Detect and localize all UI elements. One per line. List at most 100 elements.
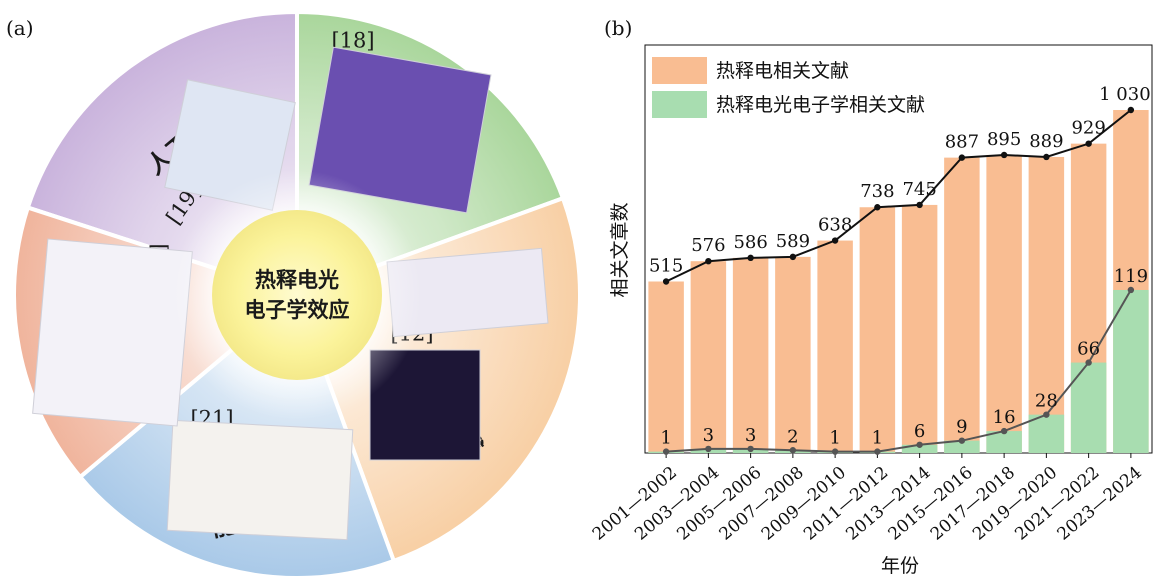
bar-pyro-optoelectronic (986, 431, 1022, 453)
bar-pyro-optoelectronic (775, 450, 811, 453)
value-label-pyro-optoelectronic: 9 (956, 417, 967, 438)
figure-photocatalysis (32, 238, 193, 427)
value-label-pyroelectric: 738 (860, 181, 894, 202)
point-pyroelectric (874, 204, 881, 211)
point-pyroelectric (831, 237, 839, 244)
point-pyro-optoelectronic (831, 448, 839, 455)
value-label-pyroelectric: 887 (945, 132, 979, 153)
x-tick-label: 2007—2008 (716, 463, 808, 545)
x-tick-label: 2021—2022 (1011, 463, 1103, 545)
bar-pyro-optoelectronic (901, 444, 938, 453)
value-label-pyro-optoelectronic: 1 (872, 428, 883, 449)
bar-pyro-optoelectronic (1028, 414, 1065, 453)
point-pyro-optoelectronic (662, 448, 670, 455)
value-label-pyro-optoelectronic: 2 (787, 426, 798, 447)
point-pyro-optoelectronic (1085, 359, 1092, 366)
bar-pyroelectric (732, 257, 769, 453)
center-circle (212, 210, 382, 380)
bar-pyroelectric (1028, 156, 1065, 453)
bar-pyro-optoelectronic (690, 448, 727, 453)
point-pyro-optoelectronic (1043, 411, 1050, 418)
y-axis-title: 相关文章数 (609, 202, 631, 297)
x-tick-label: 2003—2004 (631, 463, 723, 545)
legend-swatch (652, 57, 707, 84)
point-pyroelectric (1000, 151, 1008, 159)
value-label-pyroelectric: 638 (818, 215, 852, 236)
plot-frame (644, 44, 1153, 454)
value-label-pyro-optoelectronic: 66 (1077, 339, 1100, 360)
value-label-pyroelectric: 576 (691, 235, 725, 256)
bar-pyroelectric (1113, 110, 1149, 453)
x-tick-label: 2005—2006 (673, 463, 765, 545)
point-pyro-optoelectronic (747, 445, 754, 453)
point-pyro-optoelectronic (958, 437, 966, 444)
value-label-pyro-optoelectronic: 3 (703, 425, 714, 446)
bar-pyro-optoelectronic (732, 448, 769, 453)
value-label-pyro-optoelectronic: 1 (660, 428, 671, 449)
legend-label: 热释电光电子学相关文献 (716, 94, 925, 116)
bar-pyroelectric (859, 207, 896, 453)
point-pyroelectric (705, 257, 712, 265)
value-label-pyroelectric: 586 (733, 232, 767, 253)
bar-pyroelectric (775, 256, 811, 453)
x-axis-title: 年份 (881, 555, 919, 577)
x-tick-label: 2001—2002 (589, 463, 681, 545)
point-pyroelectric (1043, 153, 1050, 161)
bar-pyro-optoelectronic (859, 451, 896, 453)
point-pyroelectric (747, 254, 754, 262)
point-pyroelectric (789, 253, 797, 261)
point-pyro-optoelectronic (874, 448, 881, 455)
x-tick-label: 2019—2020 (969, 463, 1061, 545)
bar-pyroelectric (817, 240, 853, 453)
x-tick-label: 2013—2014 (842, 463, 934, 545)
bar-pyro-optoelectronic (1113, 289, 1149, 453)
center-text-line: 热释电光 (255, 268, 339, 292)
x-tick-label: 2023—2024 (1054, 463, 1146, 545)
point-pyroelectric (1085, 140, 1092, 147)
value-label-pyro-optoelectronic: 119 (1114, 266, 1148, 287)
panel-a-label: (a) (6, 16, 34, 40)
point-pyroelectric (958, 154, 966, 161)
line-pyroelectric (665, 109, 1132, 283)
value-label-pyroelectric: 515 (649, 256, 683, 277)
x-tick-label: 2011—2012 (800, 463, 892, 545)
value-label-pyroelectric: 1 030 (1099, 84, 1151, 105)
value-label-pyroelectric: 929 (1071, 118, 1105, 139)
bar-pyroelectric (901, 204, 938, 453)
legend-swatch (652, 91, 707, 118)
bar-pyroelectric (986, 154, 1022, 453)
bar-pyro-optoelectronic (648, 451, 684, 453)
line-pyro-optoelectronic (666, 289, 1132, 453)
figure-energy (166, 419, 354, 541)
point-pyroelectric (662, 278, 670, 285)
application-wheel: 人工智能[19]成像[18]传感[12]能源[21]光催化[20]热释电光电子学… (14, 12, 580, 578)
point-pyro-optoelectronic (705, 445, 712, 453)
bar-pyro-optoelectronic (944, 440, 980, 453)
bar-pyroelectric (944, 157, 980, 453)
x-tick-label: 2009—2010 (758, 463, 850, 545)
bar-pyroelectric (1070, 143, 1107, 453)
value-label-pyro-optoelectronic: 1 (829, 428, 840, 449)
value-label-pyroelectric: 745 (902, 179, 936, 200)
bar-pyro-optoelectronic (817, 451, 853, 453)
value-label-pyroelectric: 889 (1029, 131, 1063, 152)
center-text-line: 电子学效应 (245, 298, 350, 322)
point-pyro-optoelectronic (789, 447, 797, 454)
point-pyro-optoelectronic (1127, 286, 1135, 294)
x-tick-label: 2015—2016 (885, 463, 977, 545)
panel-b-label: (b) (604, 16, 633, 40)
value-label-pyro-optoelectronic: 3 (745, 425, 756, 446)
value-label-pyro-optoelectronic: 6 (914, 421, 925, 442)
point-pyro-optoelectronic (1000, 427, 1008, 435)
bar-pyroelectric (648, 281, 684, 453)
legend-label: 热释电相关文献 (716, 60, 849, 82)
value-label-pyro-optoelectronic: 16 (993, 407, 1016, 428)
bar-pyro-optoelectronic (1070, 362, 1107, 453)
value-label-pyroelectric: 589 (776, 231, 810, 252)
value-label-pyro-optoelectronic: 28 (1035, 391, 1058, 412)
figure-imaging (308, 46, 492, 214)
value-label-pyroelectric: 895 (987, 129, 1021, 150)
point-pyroelectric (1127, 106, 1135, 114)
point-pyro-optoelectronic (916, 441, 923, 448)
bar-pyroelectric (690, 261, 727, 453)
